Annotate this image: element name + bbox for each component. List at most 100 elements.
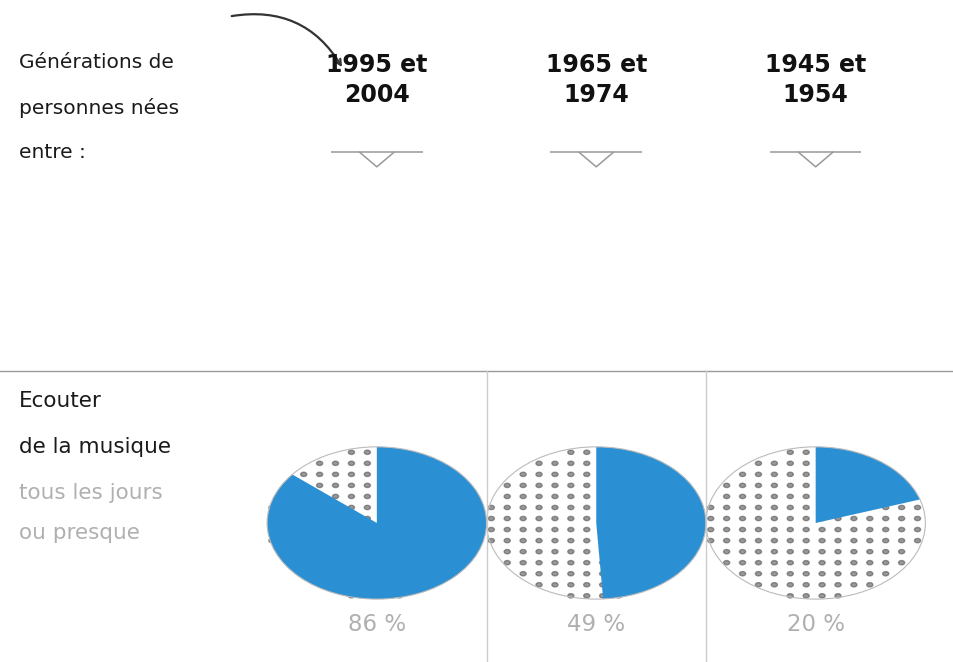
Circle shape bbox=[300, 495, 307, 498]
Circle shape bbox=[819, 583, 824, 587]
Circle shape bbox=[615, 483, 621, 487]
Circle shape bbox=[770, 516, 777, 520]
Circle shape bbox=[662, 561, 669, 565]
Circle shape bbox=[786, 472, 793, 477]
Circle shape bbox=[631, 561, 637, 565]
Circle shape bbox=[300, 538, 307, 543]
Circle shape bbox=[599, 538, 605, 543]
Circle shape bbox=[866, 561, 872, 565]
Circle shape bbox=[300, 561, 307, 565]
Circle shape bbox=[348, 483, 355, 487]
Circle shape bbox=[707, 516, 713, 520]
Circle shape bbox=[898, 516, 903, 520]
Circle shape bbox=[284, 516, 291, 520]
Circle shape bbox=[364, 450, 370, 454]
Text: Ecouter: Ecouter bbox=[19, 391, 102, 410]
Circle shape bbox=[802, 495, 808, 498]
Circle shape bbox=[770, 461, 777, 465]
Circle shape bbox=[755, 505, 760, 510]
Circle shape bbox=[599, 483, 605, 487]
Circle shape bbox=[722, 561, 729, 565]
Text: 1995 et
2004: 1995 et 2004 bbox=[326, 53, 427, 107]
Circle shape bbox=[348, 549, 355, 554]
Circle shape bbox=[583, 450, 589, 454]
Circle shape bbox=[476, 528, 481, 532]
Text: ou presque: ou presque bbox=[19, 523, 140, 543]
Circle shape bbox=[755, 495, 760, 498]
Circle shape bbox=[551, 561, 558, 565]
Circle shape bbox=[770, 549, 777, 554]
Circle shape bbox=[662, 549, 669, 554]
Circle shape bbox=[850, 583, 856, 587]
Circle shape bbox=[834, 561, 841, 565]
Circle shape bbox=[443, 571, 450, 576]
Circle shape bbox=[551, 516, 558, 520]
Circle shape bbox=[631, 495, 637, 498]
Circle shape bbox=[395, 505, 402, 510]
Circle shape bbox=[428, 461, 434, 465]
Circle shape bbox=[802, 549, 808, 554]
Circle shape bbox=[519, 495, 526, 498]
Circle shape bbox=[348, 450, 355, 454]
Circle shape bbox=[786, 505, 793, 510]
Circle shape bbox=[819, 594, 824, 598]
Circle shape bbox=[364, 538, 370, 543]
Circle shape bbox=[739, 495, 745, 498]
Circle shape bbox=[914, 538, 920, 543]
Circle shape bbox=[536, 549, 541, 554]
Circle shape bbox=[739, 549, 745, 554]
Circle shape bbox=[786, 528, 793, 532]
Circle shape bbox=[819, 561, 824, 565]
Circle shape bbox=[395, 450, 402, 454]
Circle shape bbox=[866, 516, 872, 520]
Circle shape bbox=[428, 505, 434, 510]
Circle shape bbox=[364, 505, 370, 510]
Circle shape bbox=[802, 571, 808, 576]
Circle shape bbox=[412, 516, 417, 520]
Circle shape bbox=[284, 528, 291, 532]
Circle shape bbox=[770, 505, 777, 510]
Circle shape bbox=[567, 505, 574, 510]
Circle shape bbox=[488, 505, 494, 510]
Circle shape bbox=[631, 472, 637, 477]
Circle shape bbox=[364, 495, 370, 498]
Circle shape bbox=[316, 461, 322, 465]
Circle shape bbox=[786, 583, 793, 587]
Circle shape bbox=[834, 571, 841, 576]
Circle shape bbox=[428, 472, 434, 477]
Circle shape bbox=[536, 483, 541, 487]
Circle shape bbox=[332, 461, 338, 465]
Circle shape bbox=[503, 528, 510, 532]
Circle shape bbox=[332, 561, 338, 565]
Wedge shape bbox=[596, 447, 705, 599]
Circle shape bbox=[488, 528, 494, 532]
Circle shape bbox=[615, 472, 621, 477]
Circle shape bbox=[428, 549, 434, 554]
Circle shape bbox=[755, 571, 760, 576]
Circle shape bbox=[284, 505, 291, 510]
Circle shape bbox=[662, 505, 669, 510]
Circle shape bbox=[300, 516, 307, 520]
Circle shape bbox=[267, 447, 486, 599]
Circle shape bbox=[722, 528, 729, 532]
Circle shape bbox=[488, 538, 494, 543]
Circle shape bbox=[551, 495, 558, 498]
Circle shape bbox=[647, 571, 653, 576]
Circle shape bbox=[866, 583, 872, 587]
Circle shape bbox=[567, 516, 574, 520]
Circle shape bbox=[819, 450, 824, 454]
Circle shape bbox=[536, 538, 541, 543]
Circle shape bbox=[722, 549, 729, 554]
Circle shape bbox=[647, 561, 653, 565]
Circle shape bbox=[786, 483, 793, 487]
Circle shape bbox=[567, 571, 574, 576]
Circle shape bbox=[679, 538, 684, 543]
Circle shape bbox=[443, 516, 450, 520]
Circle shape bbox=[364, 528, 370, 532]
Circle shape bbox=[395, 516, 402, 520]
Circle shape bbox=[316, 516, 322, 520]
Circle shape bbox=[866, 528, 872, 532]
Circle shape bbox=[834, 594, 841, 598]
Circle shape bbox=[882, 538, 888, 543]
Circle shape bbox=[348, 561, 355, 565]
